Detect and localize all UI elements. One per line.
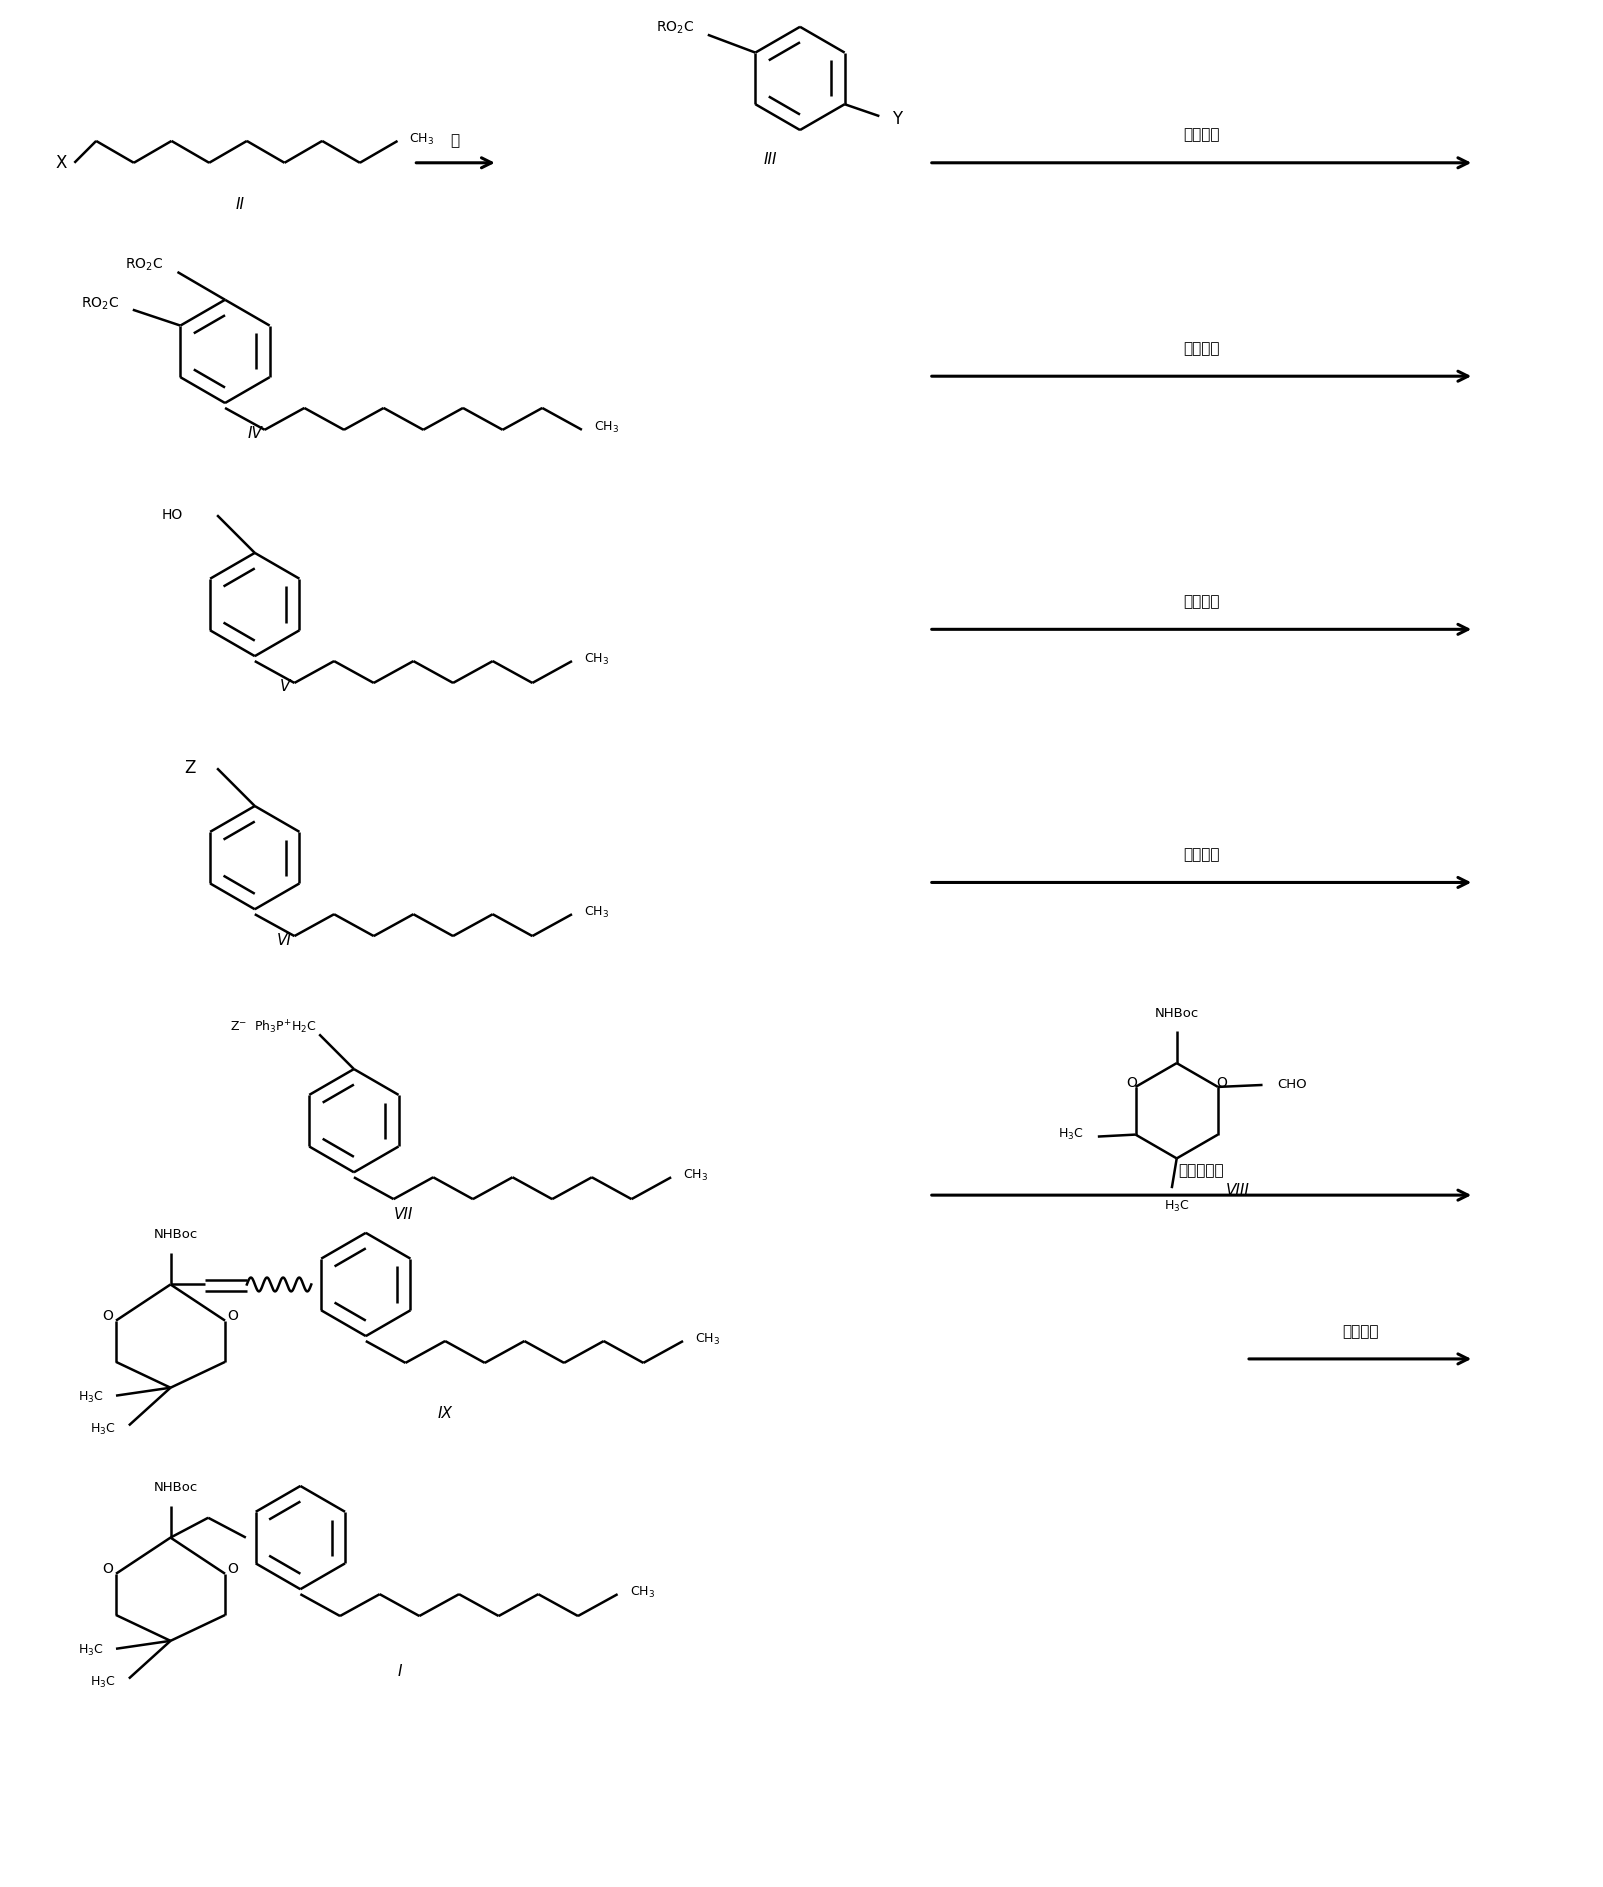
- Text: CH$_3$: CH$_3$: [593, 421, 619, 436]
- Text: I: I: [398, 1664, 402, 1679]
- Text: NHBoc: NHBoc: [154, 1228, 197, 1242]
- Text: IX: IX: [438, 1406, 452, 1421]
- Text: VII: VII: [394, 1208, 414, 1223]
- Text: Z$^{-}$  Ph$_3$P$^{+}$H$_2$C: Z$^{-}$ Ph$_3$P$^{+}$H$_2$C: [229, 1019, 316, 1036]
- Text: 氢化还原: 氢化还原: [1342, 1325, 1379, 1340]
- Text: H$_3$C: H$_3$C: [90, 1676, 115, 1691]
- Text: CH$_3$: CH$_3$: [696, 1332, 720, 1347]
- Text: CH$_3$: CH$_3$: [409, 132, 434, 147]
- Text: RO$_2$C: RO$_2$C: [125, 257, 164, 274]
- Text: CH$_3$: CH$_3$: [583, 904, 609, 919]
- Text: 三苯基膦: 三苯基膦: [1183, 847, 1220, 862]
- Text: CHO: CHO: [1278, 1079, 1306, 1091]
- Text: NHBoc: NHBoc: [154, 1481, 197, 1495]
- Text: IV: IV: [247, 426, 263, 442]
- Text: O: O: [103, 1562, 114, 1576]
- Text: H$_3$C: H$_3$C: [77, 1644, 103, 1659]
- Text: 镁: 镁: [450, 134, 460, 149]
- Text: III: III: [763, 153, 777, 168]
- Text: VI: VI: [277, 932, 292, 947]
- Text: H$_3$C: H$_3$C: [1058, 1127, 1084, 1142]
- Text: O: O: [228, 1562, 239, 1576]
- Text: HO: HO: [162, 508, 183, 523]
- Text: VIII: VIII: [1226, 1183, 1250, 1198]
- Text: Y: Y: [893, 109, 902, 128]
- Text: 还原反应: 还原反应: [1183, 342, 1220, 357]
- Text: O: O: [1217, 1076, 1228, 1091]
- Text: V: V: [279, 679, 290, 694]
- Text: RO$_2$C: RO$_2$C: [656, 19, 694, 36]
- Text: 偶联反应: 偶联反应: [1183, 128, 1220, 143]
- Text: II: II: [236, 196, 244, 211]
- Text: Z: Z: [184, 759, 196, 777]
- Text: CH$_3$: CH$_3$: [683, 1168, 709, 1183]
- Text: X: X: [56, 153, 67, 172]
- Text: RO$_2$C: RO$_2$C: [80, 296, 119, 311]
- Text: O: O: [228, 1310, 239, 1323]
- Text: O: O: [1127, 1076, 1137, 1091]
- Text: CH$_3$: CH$_3$: [630, 1585, 654, 1600]
- Text: H$_3$C: H$_3$C: [1164, 1198, 1189, 1213]
- Text: H$_3$C: H$_3$C: [77, 1391, 103, 1406]
- Text: 维蒂希反应: 维蒂希反应: [1178, 1162, 1225, 1177]
- Text: H$_3$C: H$_3$C: [90, 1421, 115, 1436]
- Text: NHBoc: NHBoc: [1154, 1008, 1199, 1021]
- Text: O: O: [103, 1310, 114, 1323]
- Text: 卤代反应: 卤代反应: [1183, 594, 1220, 610]
- Text: CH$_3$: CH$_3$: [583, 651, 609, 666]
